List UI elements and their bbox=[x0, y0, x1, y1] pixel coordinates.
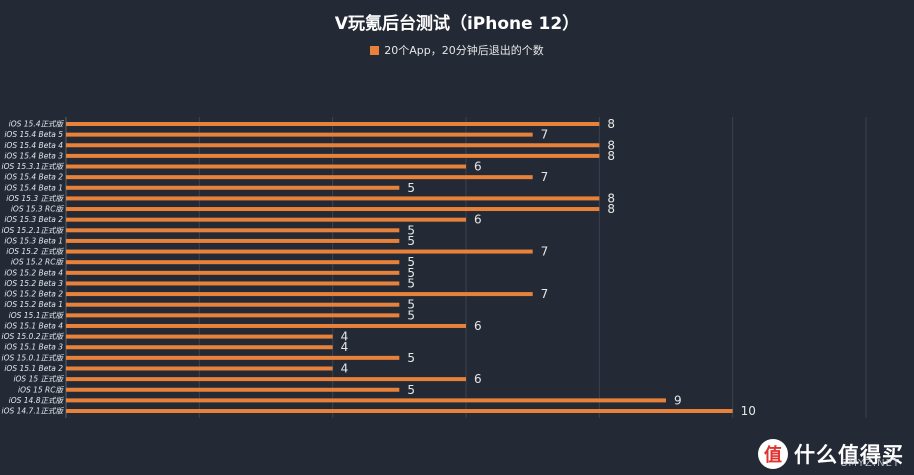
watermark-text: 什么值得买 bbox=[794, 443, 904, 467]
bar[interactable] bbox=[66, 323, 466, 328]
bar[interactable] bbox=[66, 122, 600, 126]
category-label: iOS 15.4 Beta 2 bbox=[4, 173, 63, 182]
bar[interactable] bbox=[66, 196, 600, 201]
data-label: 5 bbox=[407, 383, 415, 397]
watermark-logo-icon: 值 bbox=[758, 439, 788, 469]
bar[interactable] bbox=[66, 313, 400, 318]
bar[interactable] bbox=[66, 132, 533, 137]
bar[interactable] bbox=[66, 387, 400, 392]
category-label: iOS 15.4 Beta 5 bbox=[4, 130, 63, 139]
data-label: 4 bbox=[341, 340, 349, 354]
category-label: iOS 15.3 Beta 1 bbox=[4, 236, 63, 245]
data-label: 4 bbox=[341, 330, 349, 344]
bars bbox=[66, 122, 733, 414]
bar[interactable] bbox=[66, 185, 400, 190]
category-label: iOS 15.2 正式版 bbox=[6, 247, 64, 256]
data-label: 7 bbox=[541, 170, 549, 184]
bar[interactable] bbox=[66, 398, 666, 403]
category-label: iOS 15.3 RC版 bbox=[11, 205, 65, 214]
category-label: iOS 15.0.2正式版 bbox=[2, 332, 65, 341]
category-label: iOS 15.1 Beta 3 bbox=[4, 343, 63, 352]
data-label: 10 bbox=[741, 404, 756, 418]
watermark-sub: SMYZ.NET bbox=[840, 458, 900, 469]
bar[interactable] bbox=[66, 207, 600, 212]
legend[interactable]: 20个App，20分钟后退出的个数 bbox=[0, 42, 914, 58]
bar[interactable] bbox=[66, 228, 400, 233]
category-label: iOS 15.1 Beta 2 bbox=[4, 364, 63, 373]
data-label: 5 bbox=[407, 276, 415, 290]
category-label: iOS 15.3 Beta 2 bbox=[4, 215, 63, 224]
data-label: 5 bbox=[407, 298, 415, 312]
bar[interactable] bbox=[66, 345, 333, 350]
data-label: 7 bbox=[541, 128, 549, 142]
bar[interactable] bbox=[66, 260, 400, 265]
legend-swatch bbox=[370, 45, 380, 55]
bar[interactable] bbox=[66, 302, 400, 307]
category-label: iOS 15.4 Beta 1 bbox=[4, 183, 63, 192]
bar[interactable] bbox=[66, 366, 333, 371]
bar[interactable] bbox=[66, 270, 400, 275]
data-label: 9 bbox=[674, 393, 682, 407]
category-label: iOS 15.0.1正式版 bbox=[2, 353, 65, 362]
data-label: 6 bbox=[474, 160, 482, 174]
category-label: iOS 15 正式版 bbox=[13, 375, 64, 384]
category-label: iOS 15.2.1正式版 bbox=[2, 226, 65, 235]
bar[interactable] bbox=[66, 164, 466, 169]
data-label: 5 bbox=[407, 266, 415, 280]
category-label: iOS 15.2 Beta 1 bbox=[4, 300, 63, 309]
category-label: iOS 15.2 Beta 2 bbox=[4, 290, 63, 299]
bar[interactable] bbox=[66, 377, 466, 382]
data-label: 8 bbox=[607, 149, 615, 163]
category-label: iOS 15.1 Beta 4 bbox=[4, 321, 63, 330]
bar[interactable] bbox=[66, 281, 400, 286]
bar[interactable] bbox=[66, 153, 600, 158]
category-label: iOS 15.2 RC版 bbox=[11, 258, 65, 267]
category-label: iOS 14.8正式版 bbox=[9, 396, 65, 405]
grid-lines bbox=[65, 117, 867, 418]
data-label: 4 bbox=[341, 361, 349, 375]
bar[interactable] bbox=[66, 292, 533, 297]
data-label: 6 bbox=[474, 319, 482, 333]
bar[interactable] bbox=[66, 249, 533, 254]
category-label: iOS 15.4 Beta 4 bbox=[4, 141, 63, 150]
data-label: 6 bbox=[474, 372, 482, 386]
bar[interactable] bbox=[66, 175, 533, 180]
data-label: 8 bbox=[607, 138, 615, 152]
category-label: iOS 15.2 Beta 4 bbox=[4, 268, 63, 277]
watermark: 值 什么值得买 bbox=[758, 439, 904, 469]
data-label: 5 bbox=[407, 223, 415, 237]
bar[interactable] bbox=[66, 217, 466, 222]
data-label: 7 bbox=[541, 245, 549, 259]
data-label: 8 bbox=[607, 117, 615, 131]
bar[interactable] bbox=[66, 238, 400, 243]
bar[interactable] bbox=[66, 355, 400, 360]
bar[interactable] bbox=[66, 409, 733, 414]
data-label: 5 bbox=[407, 308, 415, 322]
data-label: 8 bbox=[607, 191, 615, 205]
category-label: iOS 15.4正式版 bbox=[9, 120, 65, 129]
category-label: iOS 15.3.1正式版 bbox=[2, 162, 65, 171]
data-label: 5 bbox=[407, 234, 415, 248]
category-label: iOS 14.7.1正式版 bbox=[2, 407, 65, 416]
data-label: 5 bbox=[407, 181, 415, 195]
category-label: iOS 15.1正式版 bbox=[9, 311, 65, 320]
legend-label: 20个App，20分钟后退出的个数 bbox=[384, 44, 544, 57]
category-label: iOS 15.2 Beta 3 bbox=[4, 279, 63, 288]
bar[interactable] bbox=[66, 143, 600, 148]
data-label: 5 bbox=[407, 351, 415, 365]
category-label: iOS 15.3 正式版 bbox=[6, 194, 64, 203]
category-label: iOS 15 RC版 bbox=[18, 385, 65, 394]
data-label: 5 bbox=[407, 255, 415, 269]
chart-title: V玩氪后台测试（iPhone 12） bbox=[334, 14, 580, 34]
category-label: iOS 15.4 Beta 3 bbox=[4, 151, 63, 160]
data-label: 7 bbox=[541, 287, 549, 301]
bar[interactable] bbox=[66, 334, 333, 339]
data-label: 6 bbox=[474, 213, 482, 227]
data-label: 8 bbox=[607, 202, 615, 216]
